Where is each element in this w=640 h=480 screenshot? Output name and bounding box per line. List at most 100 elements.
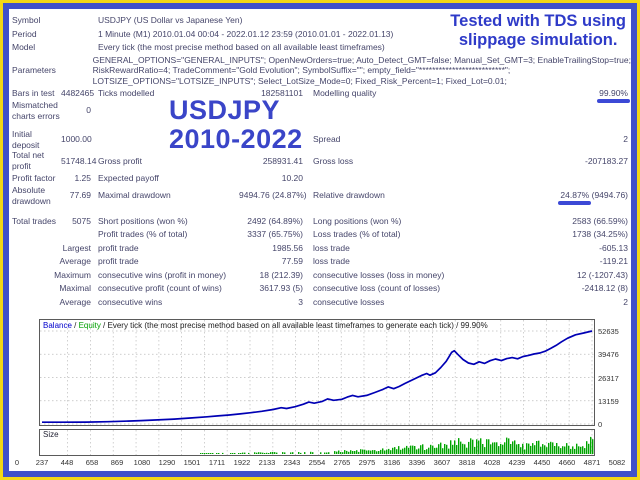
report-value: 9494.76 (24.87%) [239,190,307,201]
report-label: Gross profit [98,155,142,166]
report-label: Expected payoff [98,173,159,184]
report-value: 77.59 [281,256,303,267]
report-value: 10.20 [281,173,303,184]
report-value: 3617.93 (5) [259,283,303,294]
report-value: 51748.14 [61,155,97,166]
report-row: Profit factor 1.25 Expected payoff 10.20 [9,172,631,186]
report-value: Every tick (the most precise method base… [98,42,385,53]
report-value: 1.25 [74,173,91,184]
report-label: Symbol [12,15,41,26]
x-axis-tick-label: 3396 [408,458,426,467]
backtest-report-page: Symbol USDJPY (US Dollar vs Japanese Yen)… [9,9,631,471]
report-label: profit trade [98,256,139,267]
y-axis-tick-label: 13159 [598,396,619,406]
legend-separator: / [71,321,79,330]
size-bars [39,429,595,456]
report-label: Period [12,28,37,39]
x-axis-tick-label: 1501 [183,458,201,467]
x-axis-tick-label: 2133 [258,458,276,467]
report-value: 182581101 [261,87,303,98]
x-axis-tick-label: 3186 [383,458,401,467]
x-axis-tick-label: 2554 [308,458,326,467]
report-value: 18 (212.39) [259,269,303,280]
x-axis-tick-label: 5082 [608,458,626,467]
x-axis-tick-label: 1080 [133,458,151,467]
period-title: 2010-2022 [169,124,303,155]
report-row: Total net profit 51748.14 Gross profit 2589… [9,150,631,171]
report-value: 3337 (65.75%) [247,229,303,240]
report-value: 1 Minute (M1) 2010.01.04 00:04 - 2022.01… [98,28,394,39]
x-axis-tick-label: 4450 [533,458,551,467]
report-value: 1985.56 [272,242,303,253]
x-axis-tick-label: 2975 [358,458,376,467]
report-label: Ticks modelled [98,87,155,98]
report-value: USDJPY (US Dollar vs Japanese Yen) [98,15,243,26]
report-label: Bars in test [12,87,55,98]
report-label: Loss trades (% of total) [313,229,401,240]
balance-legend-label: Balance [43,321,72,330]
report-label: Parameters [12,65,56,76]
report-row [9,121,631,129]
report-label: consecutive losses (loss in money) [313,269,445,280]
report-value: 2 [623,134,628,145]
x-axis-tick-label: 1711 [208,458,226,467]
equity-legend-label: Equity [78,321,101,330]
report-parameters-lines: GENERAL_OPTIONS="GENERAL_INPUTS"; OpenNe… [92,54,631,86]
report-label: Profit trades (% of total) [98,229,188,240]
report-label: Long positions (won %) [313,215,402,226]
report-value: 24.87% (9494.76) [560,190,628,201]
report-value: 5075 [72,215,91,226]
symbol-title: USDJPY [169,95,281,125]
report-row: Average profit trade 77.59 loss trade -119.2… [9,255,631,269]
x-axis-labels: 0 237 448 658 869 1080 1290 1501 1711 1922 2133 234… [9,458,631,469]
report-label: profit trade [98,242,139,253]
report-label: Spread [313,134,341,145]
highlight-underline: 99.90% [599,87,628,98]
report-value: 2583 (66.59%) [572,215,628,226]
report-value: 2492 (64.89%) [247,215,303,226]
report-value: -207183.27 [584,155,628,166]
report-label: Relative drawdown [313,190,385,201]
report-label: Average [59,256,91,267]
report-row: Symbol USDJPY (US Dollar vs Japanese Yen) [9,14,631,28]
x-axis-tick-label: 1922 [233,458,251,467]
report-label: Short positions (won %) [98,215,188,226]
report-value: 99.90% [453,88,631,99]
size-panel-label: Size [43,430,59,439]
y-axis-tick-label: 52635 [598,327,619,336]
report-value: 12 (-1207.43) [576,269,628,280]
report-row [9,206,631,214]
y-axis-tick-label: 39476 [598,350,619,360]
tds-annotation-line2: slippage simulation. [458,31,618,50]
report-value: 4482465 [61,87,95,98]
report-label: Maximal [59,283,91,294]
balance-chart: Balance / Equity / Every tick (the most … [39,319,595,426]
report-label: Largest [62,242,91,253]
report-row: Model Every tick (the most precise method… [9,41,631,55]
report-label: Total net profit [12,150,45,171]
report-label: consecutive profit (count of wins) [98,283,222,294]
x-axis-tick-label: 4239 [508,458,526,467]
x-axis-tick-label: 4660 [558,458,576,467]
report-row: Average consecutive wins 3 consecutive loss… [9,295,631,309]
report-value: -2418.12 (8) [581,283,628,294]
report-row: Maximal consecutive profit (count of wins… [9,282,631,296]
tds-annotation-line1: Tested with TDS using [450,12,626,30]
x-axis-tick-label: 2765 [333,458,351,467]
report-row: Initial deposit 1000.00 Spread 2 [9,129,631,150]
report-value: 2 [623,296,628,307]
y-axis-tick-label: 26317 [598,373,619,383]
report-row: Parameters GENERAL_OPTIONS="GENERAL_INPUT… [9,55,631,87]
report-value: 1000.00 [61,134,92,145]
report-label: consecutive losses [313,296,385,307]
report-value: -605.13 [599,242,628,253]
report-value: 1738 (34.25%) [572,229,628,240]
x-axis-tick-label: 658 [85,458,99,467]
x-axis-tick-label: 2343 [283,458,301,467]
report-label: Initial deposit [12,129,40,150]
chart-header: Balance / Equity / Every tick (the most … [43,321,488,330]
report-label: Mismatched charts errors [12,99,60,121]
report-row: Total trades 5075 Short positions (won %) 2… [9,214,631,228]
report-label: Total trades [12,215,56,226]
report-label: consecutive loss (count of losses) [313,283,441,294]
